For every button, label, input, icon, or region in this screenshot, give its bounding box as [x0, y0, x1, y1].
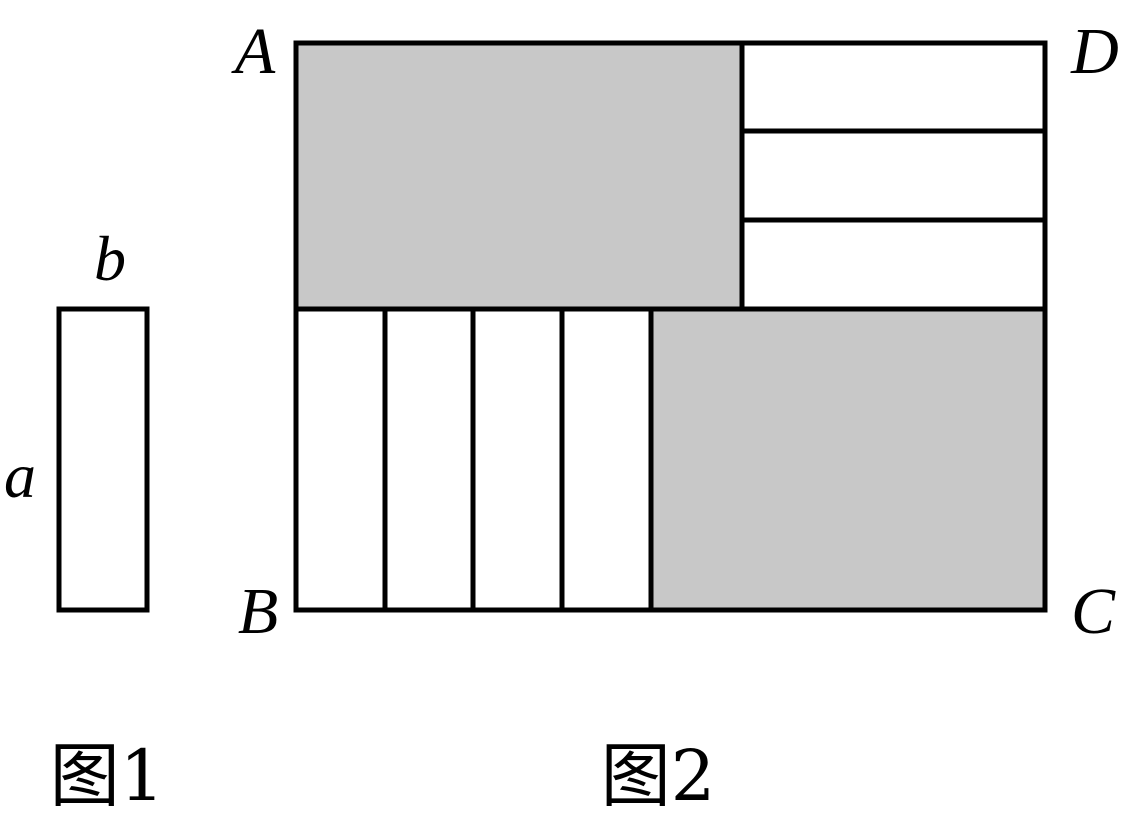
label-a: a — [4, 440, 36, 511]
caption-figure-1: 图1 — [50, 735, 165, 817]
outer-rectangle-abcd — [293, 40, 1048, 613]
vertex-label-c: C — [1071, 575, 1116, 648]
figure-1: b a 图1 — [4, 223, 164, 817]
shaded-region-bottom-right — [651, 309, 1045, 610]
vertex-label-d: D — [1070, 15, 1119, 88]
vertex-label-a: A — [231, 15, 276, 88]
small-rectangle — [56, 306, 150, 613]
caption-figure-2: 图2 — [601, 735, 716, 817]
label-b: b — [94, 223, 126, 294]
vertex-label-b: B — [238, 575, 278, 648]
shaded-region-top-left — [296, 43, 742, 309]
figure-2: A D B C 图2 — [231, 15, 1119, 817]
